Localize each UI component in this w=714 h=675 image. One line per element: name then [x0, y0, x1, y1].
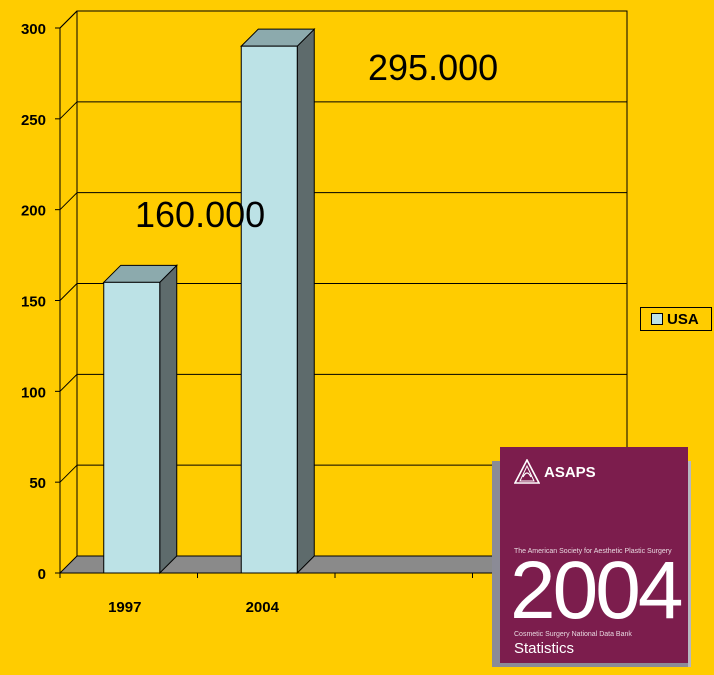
tick-labels: 0 50 100 150 200 250 300 1997 2004 [21, 21, 280, 616]
book-subtitle: Cosmetic Surgery National Data Bank [514, 631, 632, 638]
y-tick-label-250: 250 [21, 112, 46, 129]
bar-front-1997 [103, 281, 161, 574]
x-tick-label-1997: 1997 [108, 599, 141, 616]
book-cover: ASAPS The American Society for Aesthetic… [500, 447, 688, 663]
gridline-side-150 [59, 283, 78, 301]
bar-1997 [102, 264, 178, 575]
gridline-side-100 [59, 373, 78, 392]
asaps-logo: ASAPS [514, 459, 596, 485]
book-title: Statistics [514, 640, 575, 657]
legend-swatch-usa [651, 313, 663, 325]
book-page-edge [688, 461, 691, 667]
data-labels: 160.000 295.000 [135, 47, 498, 235]
bar-side-2004 [296, 27, 315, 575]
asaps-brand: ASAPS [544, 463, 596, 481]
book-year: 2004 [510, 545, 683, 636]
bars [102, 27, 316, 575]
legend: USA [640, 307, 712, 331]
gridline-side-50 [59, 464, 78, 483]
bar-2004 [240, 27, 316, 575]
y-tick-label-50: 50 [29, 475, 46, 492]
y-tick-label-200: 200 [21, 203, 46, 220]
asaps-star-icon [514, 459, 540, 484]
y-tick-label-100: 100 [21, 384, 46, 401]
data-label-1997: 160.000 [135, 194, 265, 235]
gridline-side-250 [59, 101, 78, 120]
y-tick-label-150: 150 [21, 294, 46, 311]
y-axis-top [59, 10, 78, 29]
society-name: The American Society for Aesthetic Plast… [514, 548, 672, 555]
data-label-2004: 295.000 [368, 47, 498, 88]
y-tick-label-0: 0 [38, 566, 46, 583]
legend-label-usa: USA [667, 310, 699, 328]
asaps-statistics-book-image: ASAPS The American Society for Aesthetic… [492, 447, 714, 675]
y-tick-label-300: 300 [21, 21, 46, 38]
bar-front-2004 [240, 45, 298, 574]
bar-side-1997 [159, 264, 178, 575]
gridline-side-200 [59, 192, 78, 211]
x-tick-label-2004: 2004 [246, 599, 280, 616]
